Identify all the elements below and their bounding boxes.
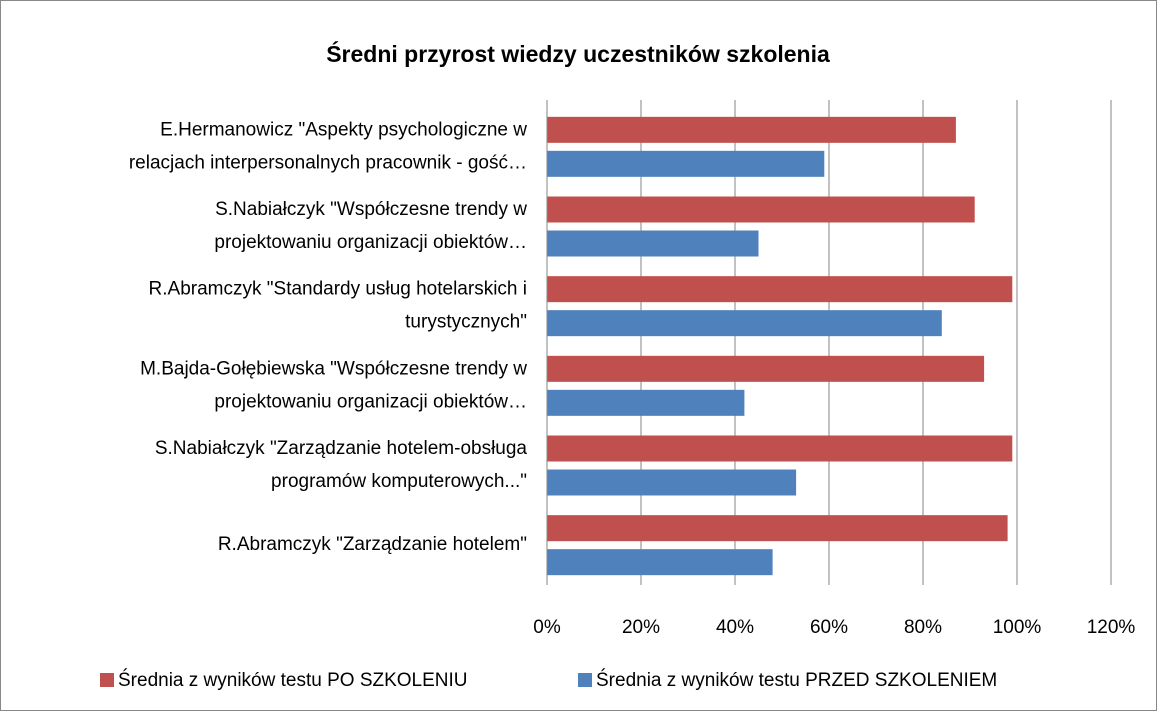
bar: [547, 230, 759, 257]
bar: [547, 310, 942, 337]
y-tick-label: E.Hermanowicz "Aspekty psychologiczne w: [160, 119, 527, 140]
y-tick-label: R.Abramczyk "Zarządzanie hotelem": [218, 534, 527, 555]
chart-title: Średni przyrost wiedzy uczestników szkol…: [326, 40, 830, 67]
y-tick-label: programów komputerowych...": [271, 471, 527, 492]
bar: [547, 515, 1008, 542]
y-tick-label: turystycznych": [405, 312, 527, 333]
x-tick-label: 60%: [810, 617, 848, 638]
y-tick-label: projektowaniu organizacji obiektów…: [214, 391, 527, 412]
y-tick-label: S.Nabiałczyk "Zarządzanie hotelem-obsług…: [155, 438, 528, 459]
y-tick-label: relacjach interpersonalnych pracownik - …: [129, 152, 527, 173]
legend-label: Średnia z wyników testu PO SZKOLENIU: [118, 669, 468, 691]
bar: [547, 150, 825, 177]
bar: [547, 389, 745, 416]
y-tick-label: R.Abramczyk "Standardy usług hotelarskic…: [149, 279, 527, 300]
legend-label: Średnia z wyników testu PRZED SZKOLENIEM: [596, 669, 997, 691]
x-tick-label: 40%: [716, 617, 754, 638]
y-tick-label: M.Bajda-Gołębiewska "Współczesne trendy …: [140, 358, 527, 379]
x-tick-label: 120%: [1087, 617, 1136, 638]
x-tick-label: 0%: [533, 617, 561, 638]
legend-swatch: [100, 673, 114, 687]
bar: [547, 116, 956, 143]
bar: [547, 355, 985, 382]
x-tick-label: 80%: [904, 617, 942, 638]
bar: [547, 469, 797, 496]
x-tick-label: 20%: [622, 617, 660, 638]
bar: [547, 435, 1013, 462]
bar: [547, 276, 1013, 303]
bar: [547, 549, 773, 576]
y-tick-label: projektowaniu organizacji obiektów…: [214, 232, 527, 253]
legend-swatch: [578, 673, 592, 687]
bar: [547, 196, 975, 223]
y-tick-label: S.Nabiałczyk "Współczesne trendy w: [215, 199, 527, 220]
x-tick-label: 100%: [993, 617, 1042, 638]
